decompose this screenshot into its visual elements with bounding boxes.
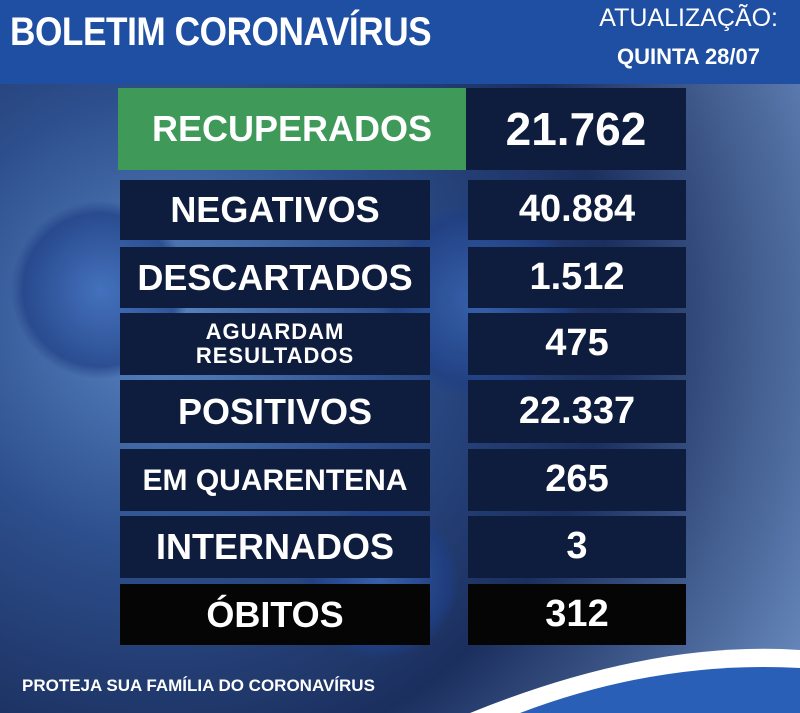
row-value: 22.337	[468, 380, 686, 443]
update-label: ATUALIZAÇÃO:	[599, 4, 778, 32]
row-value: 40.884	[468, 180, 686, 240]
row-value: 312	[468, 584, 686, 645]
footer: PROTEJA SUA FAMÍLIA DO CORONAVÍRUS	[22, 676, 375, 695]
row-label: INTERNADOS	[120, 516, 430, 578]
row-value: 475	[468, 313, 686, 375]
row-label: POSITIVOS	[120, 380, 430, 443]
row-label: DESCARTADOS	[120, 247, 430, 308]
update-date: QUINTA 28/07	[616, 44, 760, 69]
row-label: NEGATIVOS	[120, 180, 430, 240]
row-value: 21.762	[466, 88, 686, 170]
row-value: 265	[468, 449, 686, 511]
row-value: 1.512	[468, 247, 686, 308]
title: BOLETIM CORONAVÍRUS	[10, 10, 432, 54]
row-label: AGUARDAM RESULTADOS	[120, 313, 430, 375]
row-value: 3	[468, 516, 686, 578]
row-label: RECUPERADOS	[118, 88, 466, 170]
row-label: ÓBITOS	[120, 584, 430, 645]
header-bar: BOLETIM CORONAVÍRUS ATUALIZAÇÃO: QUINTA …	[0, 0, 800, 84]
row-label: EM QUARENTENA	[120, 449, 430, 511]
